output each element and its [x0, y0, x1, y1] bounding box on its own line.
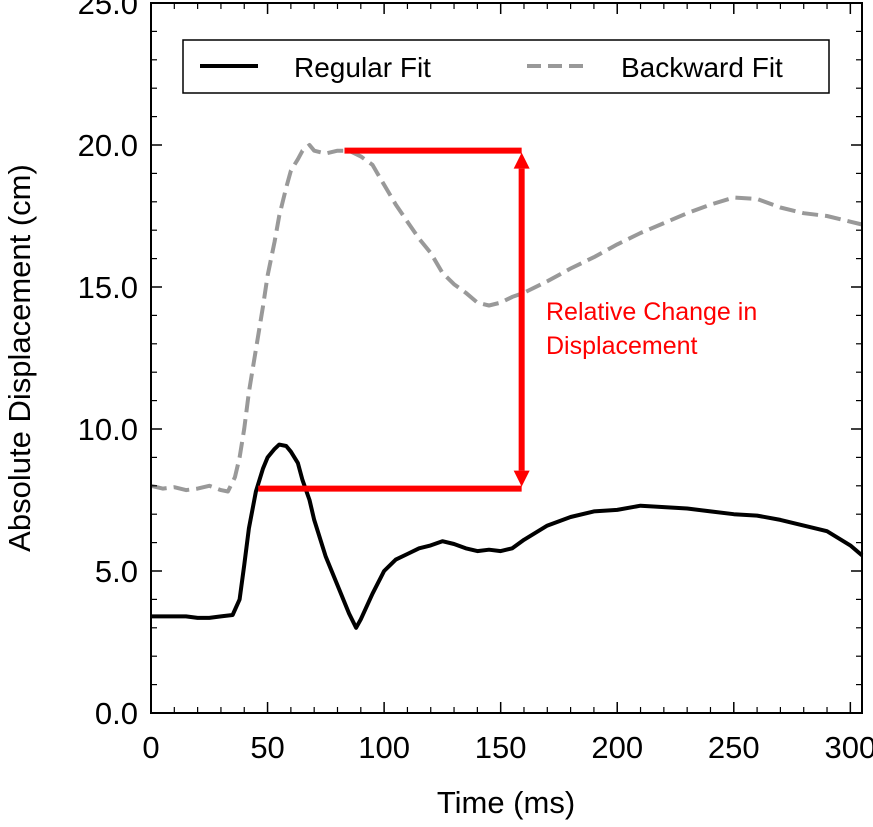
legend-label-backward-fit: Backward Fit [621, 52, 783, 83]
x-tick-label: 200 [591, 730, 643, 765]
annotation-arrowhead-up [513, 152, 530, 169]
plot-series [150, 143, 864, 630]
y-tick-label: 15.0 [78, 270, 138, 305]
legend-box [182, 39, 830, 94]
x-tick-label: 250 [708, 730, 760, 765]
x-tick-label: 150 [475, 730, 527, 765]
y-tick-label: 25.0 [78, 0, 138, 21]
x-axis-title: Time (ms) [437, 785, 575, 820]
legend-label-regular-fit: Regular Fit [294, 52, 431, 83]
series-line-backward-fit [150, 143, 863, 494]
y-tick-label: 0.0 [95, 696, 138, 731]
x-tick-label: 0 [142, 730, 159, 765]
y-tick-label: 10.0 [78, 412, 138, 447]
annotation-text-line-2: Displacement [546, 332, 698, 360]
y-axis-title: Absolute Displacement (cm) [2, 164, 37, 552]
x-tick-label: 300 [824, 730, 873, 765]
annotation: Relative Change in Displacement [258, 147, 757, 492]
y-tick-label: 20.0 [78, 128, 138, 163]
series-line-regular-fit [151, 442, 864, 630]
plot-frame [150, 2, 863, 714]
y-tick-label: 5.0 [95, 554, 138, 589]
annotation-text-line-1: Relative Change in [546, 298, 757, 326]
x-axis: 0 50 100 150 200 250 300 [142, 3, 873, 765]
y-axis: 0.0 5.0 10.0 15.0 20.0 25.0 [78, 0, 862, 731]
x-tick-label: 100 [358, 730, 410, 765]
annotation-arrowhead-down [513, 470, 530, 487]
legend: Regular Fit Backward Fit [182, 39, 830, 94]
x-tick-label: 50 [250, 730, 284, 765]
